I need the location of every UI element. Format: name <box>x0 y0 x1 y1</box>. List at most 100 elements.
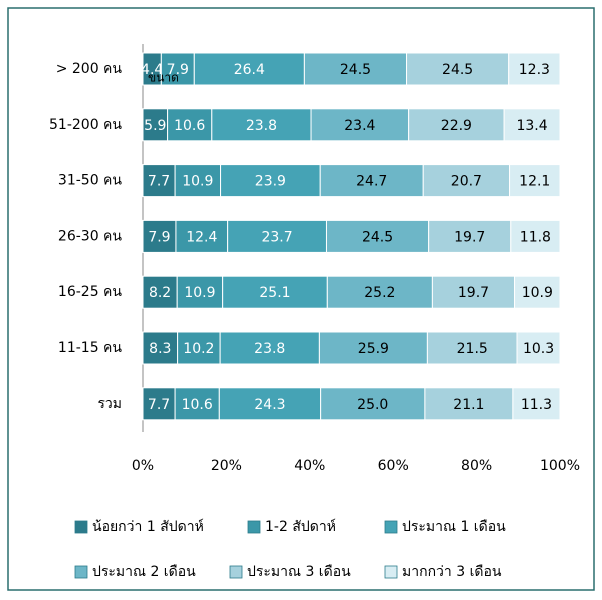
bar-segment <box>510 219 561 253</box>
data-label: 24.7 <box>356 174 387 190</box>
data-label: 12.4 <box>186 229 217 245</box>
bar-segment <box>508 52 561 86</box>
bar-segment <box>211 108 312 142</box>
bar-segment <box>406 52 510 86</box>
bar-segment <box>174 387 220 421</box>
data-label: 20.7 <box>451 174 482 190</box>
bar-segment <box>512 387 561 421</box>
data-label: 10.9 <box>522 285 553 301</box>
data-label: 24.3 <box>254 397 285 413</box>
bar-segment <box>177 331 221 365</box>
data-label: 10.9 <box>184 285 215 301</box>
legend-label: มากกว่า 3 เดือน <box>402 564 502 580</box>
legend-swatch <box>384 520 398 534</box>
data-label: 23.4 <box>344 118 375 134</box>
data-label: 7.7 <box>148 397 170 413</box>
data-label: 8.3 <box>149 341 171 357</box>
x-tick-label: 80% <box>461 458 492 474</box>
data-label: 25.2 <box>364 285 395 301</box>
data-label: 11.3 <box>521 397 552 413</box>
y-tick-label: 26-30 คน <box>58 228 122 244</box>
data-label: 7.9 <box>167 62 189 78</box>
bar-segment <box>175 219 229 253</box>
data-label: 12.1 <box>519 174 550 190</box>
y-axis-label: ขนาด <box>148 71 179 85</box>
legend-swatch <box>384 565 398 579</box>
y-tick-label: 16-25 คน <box>58 284 122 300</box>
bar-segment <box>310 108 410 142</box>
bar-segment <box>142 108 169 142</box>
data-label: 7.9 <box>148 229 170 245</box>
bar-segment <box>142 164 176 198</box>
bar-segment <box>503 108 561 142</box>
data-label: 19.7 <box>454 229 485 245</box>
bar-segment <box>431 275 516 309</box>
data-label: 19.7 <box>458 285 489 301</box>
legend-swatch <box>229 565 243 579</box>
bar-segment <box>142 275 178 309</box>
data-label: 13.4 <box>516 118 547 134</box>
bar-segment <box>428 219 512 253</box>
legend-swatch <box>74 520 88 534</box>
bar-segment <box>319 164 424 198</box>
legend-label: ประมาณ 3 เดือน <box>247 564 351 580</box>
bar-segment <box>167 108 213 142</box>
bar-segment <box>320 387 426 421</box>
legend-swatch <box>74 565 88 579</box>
data-label: 23.8 <box>254 341 285 357</box>
bar-segment <box>318 331 428 365</box>
legend-label: ประมาณ 2 เดือน <box>92 564 196 580</box>
legend-label: ประมาณ 1 เดือน <box>402 519 506 535</box>
data-label: 10.9 <box>182 174 213 190</box>
data-label: 10.2 <box>183 341 214 357</box>
data-label: 7.7 <box>148 174 170 190</box>
bar-segment <box>509 164 561 198</box>
data-label: 24.5 <box>362 229 393 245</box>
y-tick-label: 51-200 คน <box>49 117 122 133</box>
bar-segment <box>514 275 561 309</box>
bar-segment <box>227 219 327 253</box>
bar-segment <box>422 164 511 198</box>
legend-label: 1-2 สัปดาห์ <box>265 518 336 535</box>
bar-segment <box>408 108 505 142</box>
data-label: 11.8 <box>520 229 551 245</box>
legend-label: น้อยกว่า 1 สัปดาห์ <box>92 518 204 535</box>
data-label: 10.3 <box>523 341 554 357</box>
data-label: 10.6 <box>182 397 213 413</box>
data-label: 12.3 <box>519 62 550 78</box>
x-tick-label: 0% <box>132 458 154 474</box>
data-label: 26.4 <box>234 62 265 78</box>
data-label: 4.4 <box>141 62 163 78</box>
data-label: 8.2 <box>149 285 171 301</box>
data-label: 23.9 <box>255 174 286 190</box>
data-label: 23.8 <box>246 118 277 134</box>
bar-segment <box>220 164 321 198</box>
data-label: 5.9 <box>144 118 166 134</box>
data-label: 25.1 <box>259 285 290 301</box>
bar-segment <box>174 164 222 198</box>
bar-segment <box>516 331 561 365</box>
x-tick-label: 20% <box>211 458 242 474</box>
bar-segment <box>193 52 305 86</box>
data-label: 25.0 <box>357 397 388 413</box>
data-label: 21.5 <box>457 341 488 357</box>
data-label: 23.7 <box>261 229 292 245</box>
x-tick-label: 100% <box>540 458 580 474</box>
data-label: 10.6 <box>174 118 205 134</box>
y-tick-label: 31-50 คน <box>58 173 122 189</box>
bar-segment <box>326 275 433 309</box>
data-label: 24.5 <box>340 62 371 78</box>
x-tick-label: 60% <box>378 458 409 474</box>
data-label: 22.9 <box>441 118 472 134</box>
bar-segment <box>303 52 408 86</box>
data-label: 24.5 <box>442 62 473 78</box>
x-tick-label: 40% <box>294 458 325 474</box>
data-label: 21.1 <box>453 397 484 413</box>
y-tick-label: > 200 คน <box>56 61 123 77</box>
y-tick-label: 11-15 คน <box>58 340 122 356</box>
y-tick-label: รวม <box>97 396 122 412</box>
legend-swatch <box>247 520 261 534</box>
data-label: 25.9 <box>358 341 389 357</box>
bar-segment <box>325 219 430 253</box>
